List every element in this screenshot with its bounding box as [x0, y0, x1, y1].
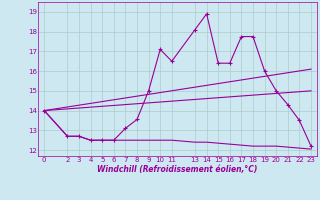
X-axis label: Windchill (Refroidissement éolien,°C): Windchill (Refroidissement éolien,°C)	[97, 165, 258, 174]
